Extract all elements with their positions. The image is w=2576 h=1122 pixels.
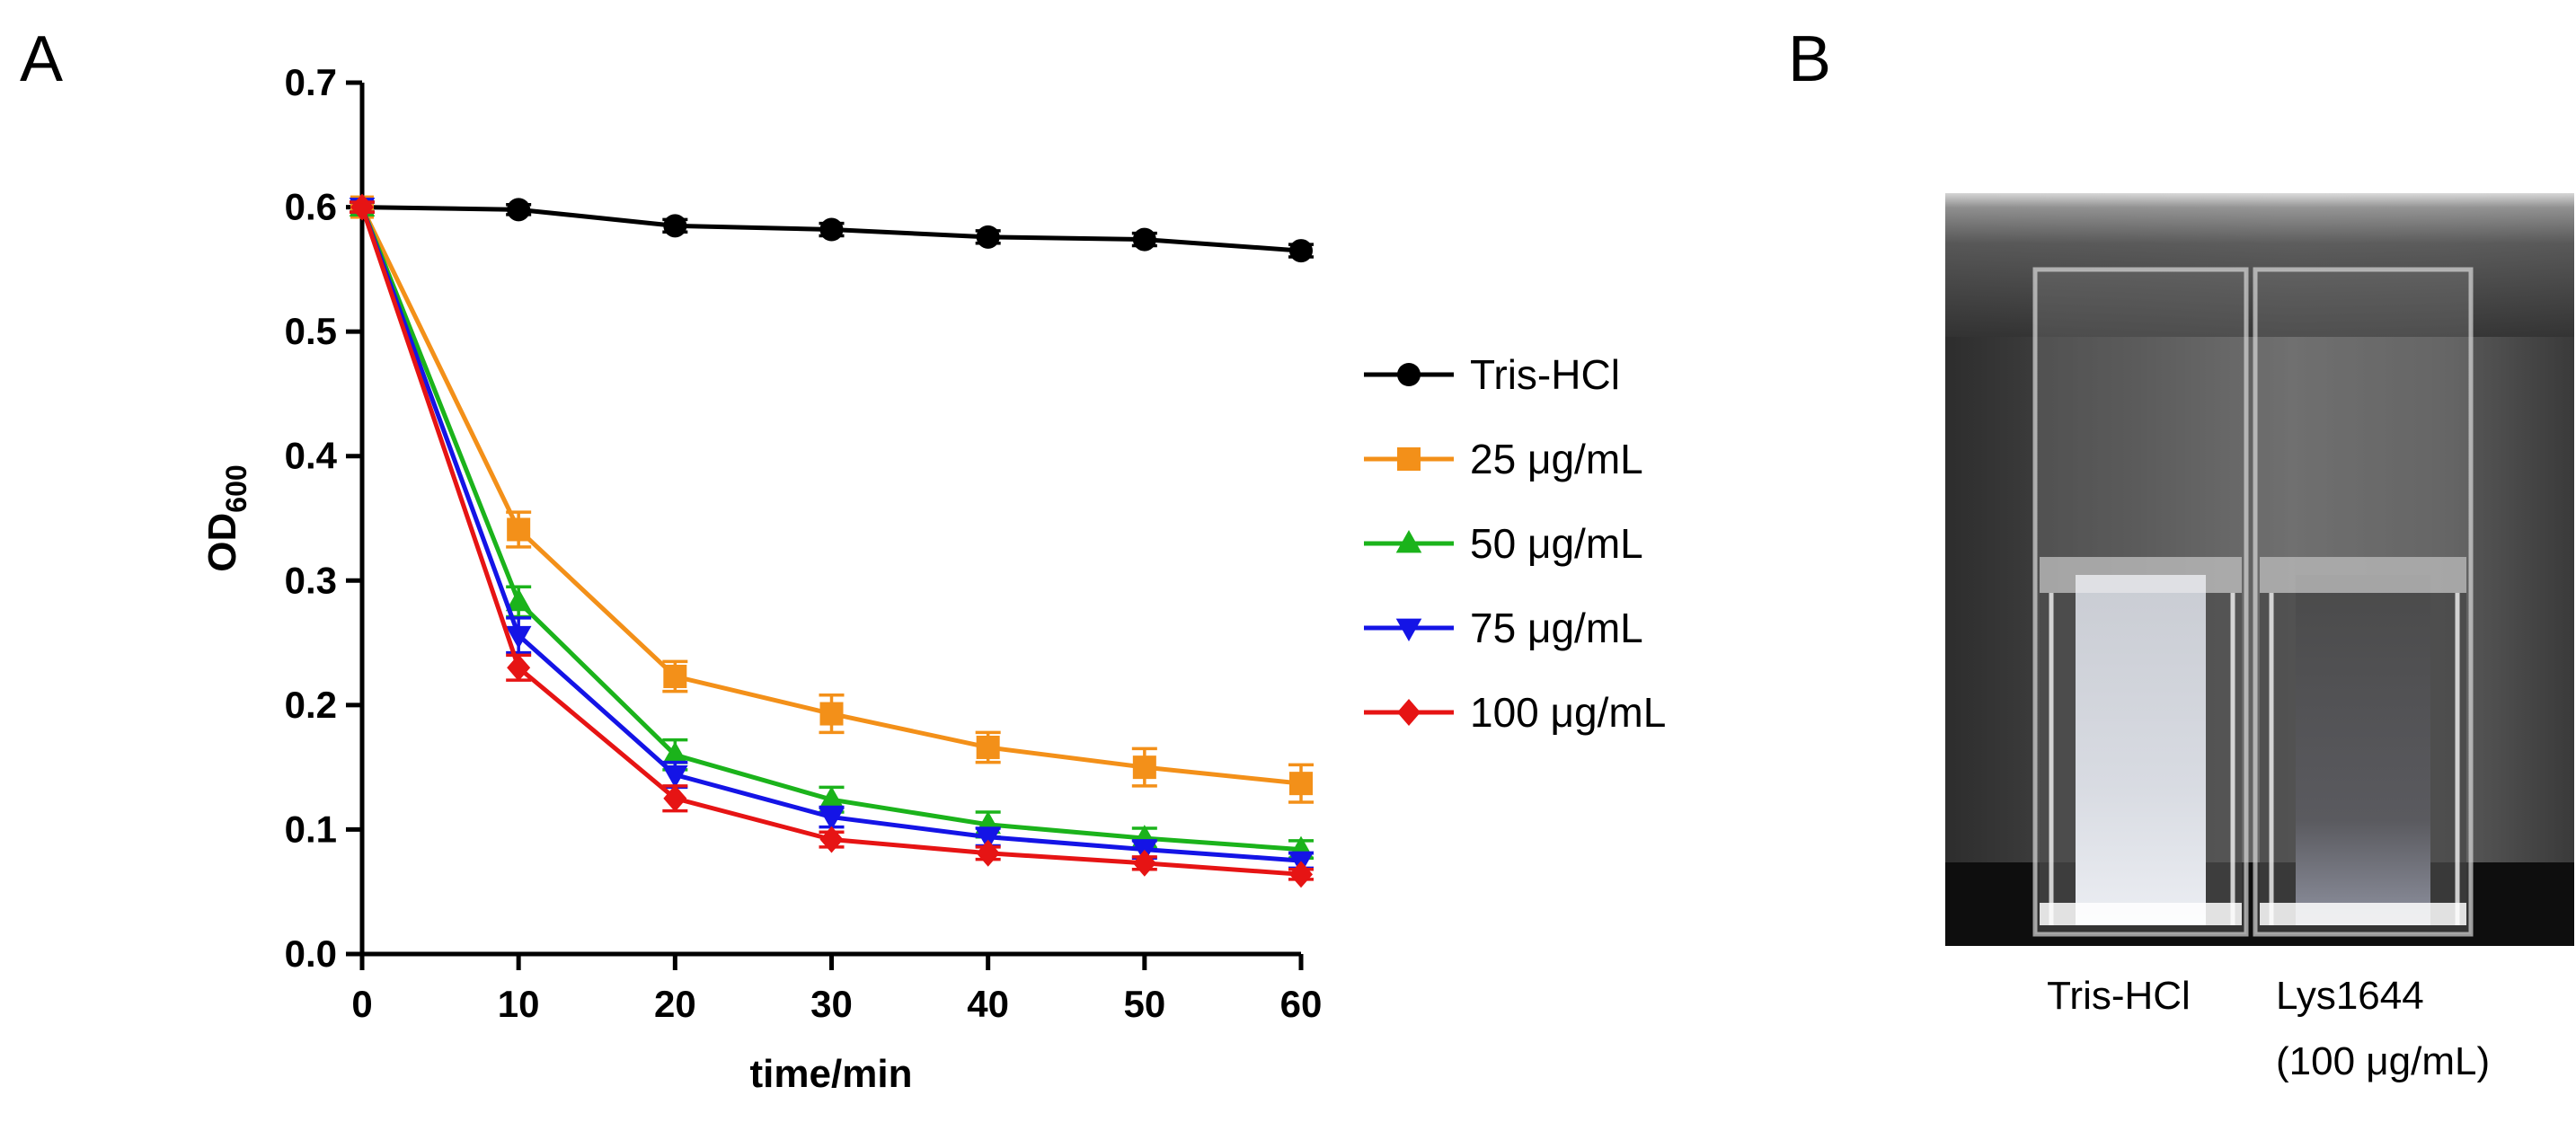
legend-marker: [1395, 618, 1422, 641]
cuvette-right: [2253, 267, 2474, 937]
x-tick-label: 20: [654, 983, 696, 1025]
series-2: [349, 193, 1315, 861]
legend-item: 100 μg/mL: [1364, 689, 1666, 736]
cuvette-photo: [1945, 193, 2574, 946]
cuvette-left: [2032, 267, 2249, 937]
x-tick-label: 10: [498, 983, 540, 1025]
y-tick-label: 0.3: [285, 559, 337, 601]
legend-item: 25 μg/mL: [1364, 436, 1643, 482]
data-point: [507, 198, 531, 222]
series-line: [359, 206, 1302, 877]
legend-marker: [1397, 699, 1421, 726]
y-tick-label: 0.0: [285, 932, 337, 975]
series-layer: [349, 193, 1315, 888]
data-point: [507, 517, 531, 542]
legend-label: 50 μg/mL: [1470, 520, 1643, 567]
data-point: [976, 735, 1000, 759]
data-point: [1289, 239, 1313, 263]
legend-item: 75 μg/mL: [1364, 605, 1643, 651]
data-point: [819, 702, 844, 726]
data-point: [662, 765, 688, 789]
legend-label: 100 μg/mL: [1470, 689, 1666, 736]
y-axis-title-main: OD: [200, 513, 244, 572]
data-point: [975, 827, 1001, 851]
data-point: [819, 808, 845, 831]
series-line: [359, 206, 1302, 853]
data-point: [663, 214, 687, 238]
y-tick-label: 0.5: [285, 310, 337, 352]
series-line: [359, 206, 1302, 863]
x-tick-label: 0: [351, 983, 372, 1025]
y-tick-label: 0.1: [285, 808, 337, 850]
chart-legend: Tris-HCl 25 μg/mL 50 μg/mL 75 μg/mL 100 μg/m…: [1364, 351, 1666, 736]
data-point: [976, 839, 1000, 867]
series-1: [350, 195, 1314, 804]
data-point: [819, 786, 845, 809]
caption-lys1644: Lys1644: [2276, 974, 2424, 1018]
data-point: [819, 826, 844, 853]
panel-a-letter: A: [20, 23, 63, 95]
data-point: [1289, 861, 1313, 888]
data-point: [663, 664, 687, 688]
y-axis-title: OD600: [200, 464, 252, 571]
data-point: [1132, 849, 1156, 877]
data-point: [1132, 227, 1156, 252]
legend-marker: [1395, 530, 1422, 553]
x-axis-title: time/min: [750, 1052, 913, 1096]
data-point: [505, 588, 532, 612]
caption-tris-hcl: Tris-HCl: [2047, 974, 2191, 1018]
legend-item: Tris-HCl: [1364, 351, 1620, 398]
line-chart: 0.0 0.1 0.2 0.3 0.4 0.5 0.6 0.7 0 10 20 30 40 50 60 t…: [200, 61, 1666, 1096]
legend-label: 25 μg/mL: [1470, 436, 1643, 482]
x-ticks: 0 10 20 30 40 50 60: [351, 954, 1322, 1025]
legend-label: 75 μg/mL: [1470, 605, 1643, 651]
y-ticks: 0.0 0.1 0.2 0.3 0.4 0.5 0.6 0.7: [285, 61, 362, 975]
data-point: [1132, 755, 1156, 780]
data-point: [663, 784, 687, 812]
legend-item: 50 μg/mL: [1364, 520, 1643, 567]
data-point: [819, 217, 844, 242]
data-point: [505, 625, 532, 649]
y-axis-title-sub: 600: [220, 464, 252, 512]
data-point: [976, 225, 1000, 249]
panel-b-letter: B: [1788, 23, 1831, 95]
y-tick-label: 0.4: [285, 435, 338, 477]
series-4: [350, 193, 1314, 888]
legend-label: Tris-HCl: [1470, 351, 1620, 398]
y-tick-label: 0.6: [285, 186, 337, 228]
data-point: [662, 741, 688, 764]
data-point: [1289, 772, 1313, 796]
legend-marker: [1397, 363, 1421, 386]
data-point: [507, 654, 531, 682]
y-tick-label: 0.7: [285, 61, 337, 103]
caption-concentration: (100 μg/mL): [2276, 1039, 2490, 1083]
data-point: [350, 193, 374, 221]
x-tick-label: 60: [1280, 983, 1323, 1025]
series-0: [350, 195, 1314, 263]
x-tick-label: 30: [810, 983, 853, 1025]
x-tick-label: 50: [1123, 983, 1165, 1025]
x-tick-label: 40: [967, 983, 1009, 1025]
legend-marker: [1397, 447, 1421, 471]
y-tick-label: 0.2: [285, 684, 337, 726]
